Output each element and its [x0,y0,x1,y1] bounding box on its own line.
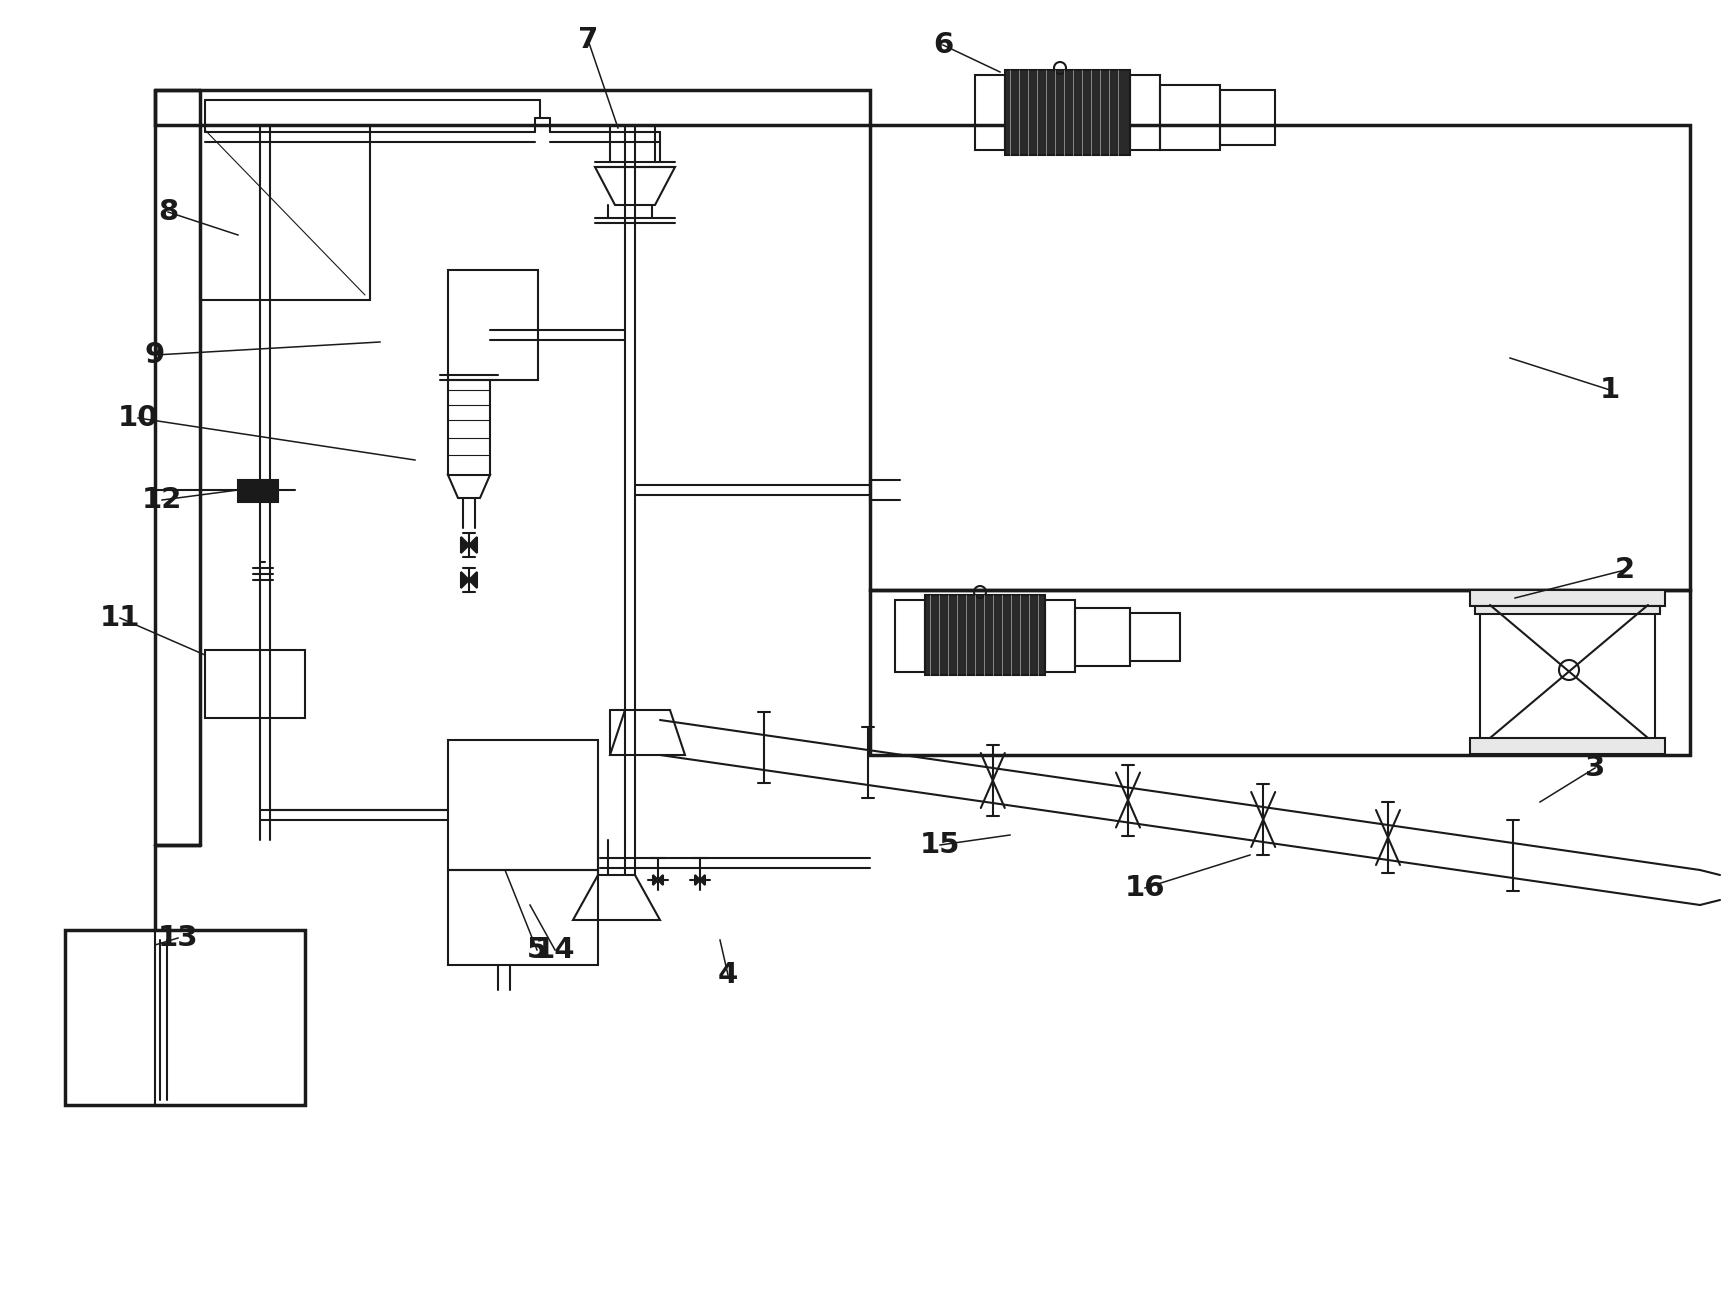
Text: 14: 14 [535,935,575,964]
Bar [1005,70,1129,155]
Text: 10: 10 [117,404,159,432]
Text: 11: 11 [100,603,140,632]
Bar [1161,85,1219,150]
Text: 2: 2 [1615,556,1635,584]
Text: 4: 4 [718,961,737,988]
Bar [155,90,870,125]
Text: 16: 16 [1124,873,1166,902]
Bar [1480,598,1654,745]
Polygon shape [461,572,477,588]
Bar [1045,599,1074,672]
Bar [1129,612,1180,662]
Bar [926,596,1045,674]
Text: 1: 1 [1599,376,1620,404]
Text: 5: 5 [527,935,547,964]
Bar [1219,90,1275,145]
Bar [870,590,1691,755]
Text: 15: 15 [920,831,960,859]
Text: 3: 3 [1585,755,1604,782]
Text: 13: 13 [157,924,199,952]
Bar [895,599,926,672]
Bar [1475,606,1660,614]
Bar [447,870,598,965]
Polygon shape [694,875,705,885]
Bar [1470,590,1665,606]
Bar [447,270,539,380]
Bar [200,125,370,300]
Bar [66,930,306,1105]
Text: 7: 7 [579,26,598,54]
Bar [206,650,306,718]
Bar [870,125,1691,590]
Bar [976,75,1005,150]
Polygon shape [461,537,477,553]
Text: 9: 9 [145,341,166,370]
Bar [447,740,598,870]
Bar [1129,75,1161,150]
Text: 6: 6 [933,31,953,59]
Polygon shape [653,875,663,885]
Bar [1074,609,1129,665]
Text: 8: 8 [157,198,178,226]
Text: 12: 12 [142,486,181,514]
Bar [1470,738,1665,755]
Bar [238,481,278,503]
